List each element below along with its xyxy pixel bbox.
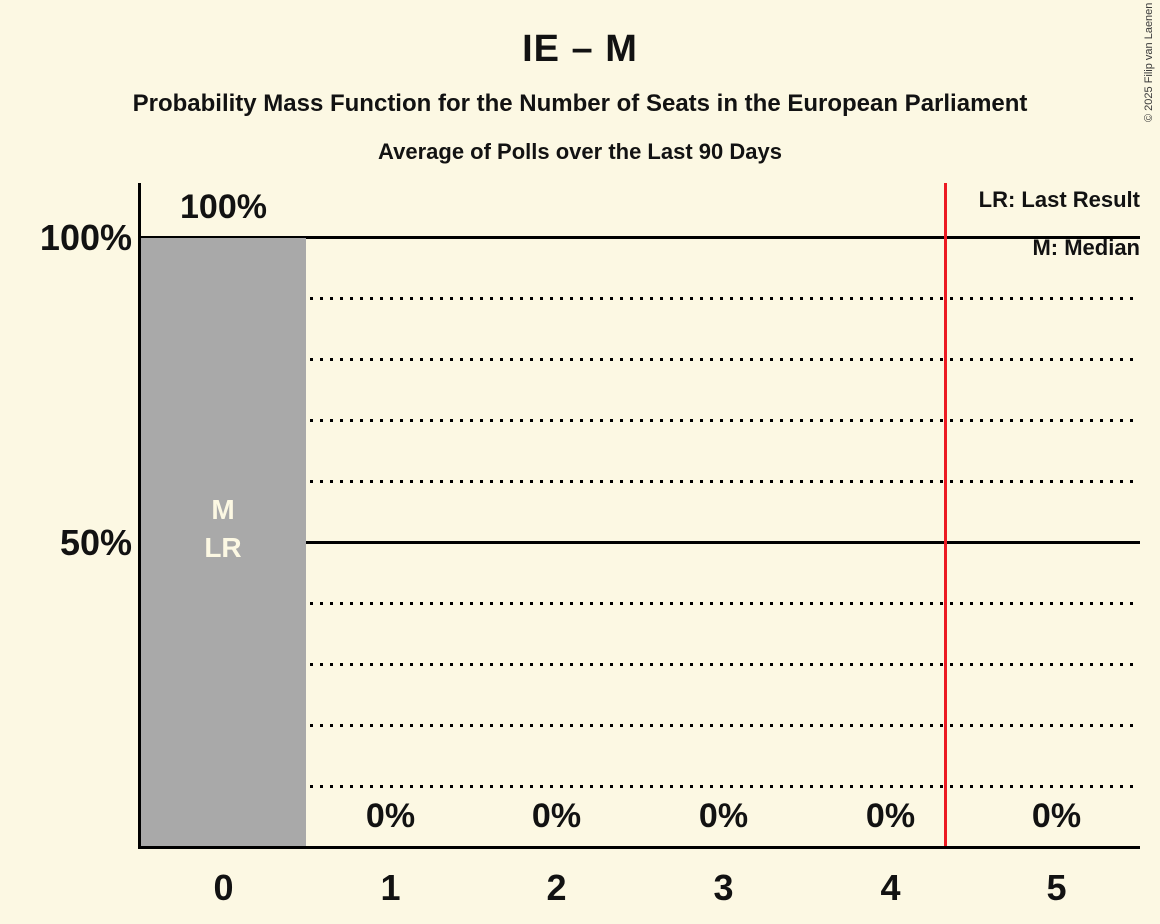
gridline-solid-100 bbox=[140, 236, 1140, 239]
gridline-dotted-80 bbox=[140, 358, 1140, 361]
gridline-dotted-60 bbox=[140, 480, 1140, 483]
value-label-seats-0: 100% bbox=[180, 188, 267, 226]
x-tick-2: 2 bbox=[546, 867, 567, 908]
median-marker-label: M bbox=[211, 494, 235, 525]
value-label-seats-2: 0% bbox=[531, 797, 582, 835]
plot-area: M LR LR: Last Result M: Median 100% 0% 0… bbox=[140, 183, 1140, 848]
red-reference-line bbox=[944, 183, 947, 846]
gridline-solid-50 bbox=[140, 541, 1140, 544]
gridline-dotted-20 bbox=[140, 724, 1140, 727]
gridline-dotted-90 bbox=[140, 297, 1140, 300]
x-tick-1: 1 bbox=[380, 867, 401, 908]
gridline-dotted-40 bbox=[140, 602, 1140, 605]
value-label-seats-4: 0% bbox=[865, 797, 916, 835]
x-tick-3: 3 bbox=[713, 867, 734, 908]
y-axis-label-50: 50% bbox=[59, 522, 132, 563]
chart-subsubtitle: Average of Polls over the Last 90 Days bbox=[378, 139, 782, 164]
legend-median: M: Median bbox=[1032, 235, 1140, 260]
x-tick-5: 5 bbox=[1046, 867, 1067, 908]
x-axis-line bbox=[138, 846, 1140, 849]
last-result-marker-label: LR bbox=[204, 532, 242, 563]
copyright-notice: © 2025 Filip van Laenen bbox=[1143, 2, 1155, 122]
value-label-seats-5: 0% bbox=[1031, 797, 1082, 835]
x-tick-0: 0 bbox=[213, 867, 234, 908]
value-label-seats-1: 0% bbox=[365, 797, 416, 835]
gridline-dotted-10 bbox=[140, 785, 1140, 788]
y-axis-line bbox=[138, 183, 141, 849]
chart-subtitle: Probability Mass Function for the Number… bbox=[132, 90, 1028, 117]
x-tick-4: 4 bbox=[880, 867, 901, 908]
chart-title: IE – M bbox=[522, 28, 638, 70]
gridline-dotted-30 bbox=[140, 663, 1140, 666]
value-label-seats-3: 0% bbox=[698, 797, 749, 835]
gridline-dotted-70 bbox=[140, 419, 1140, 422]
legend-last-result: LR: Last Result bbox=[978, 187, 1140, 212]
bar-annotation-labels: M LR bbox=[140, 491, 306, 567]
y-axis-label-100: 100% bbox=[39, 217, 132, 258]
bar-seats-0 bbox=[141, 238, 306, 848]
